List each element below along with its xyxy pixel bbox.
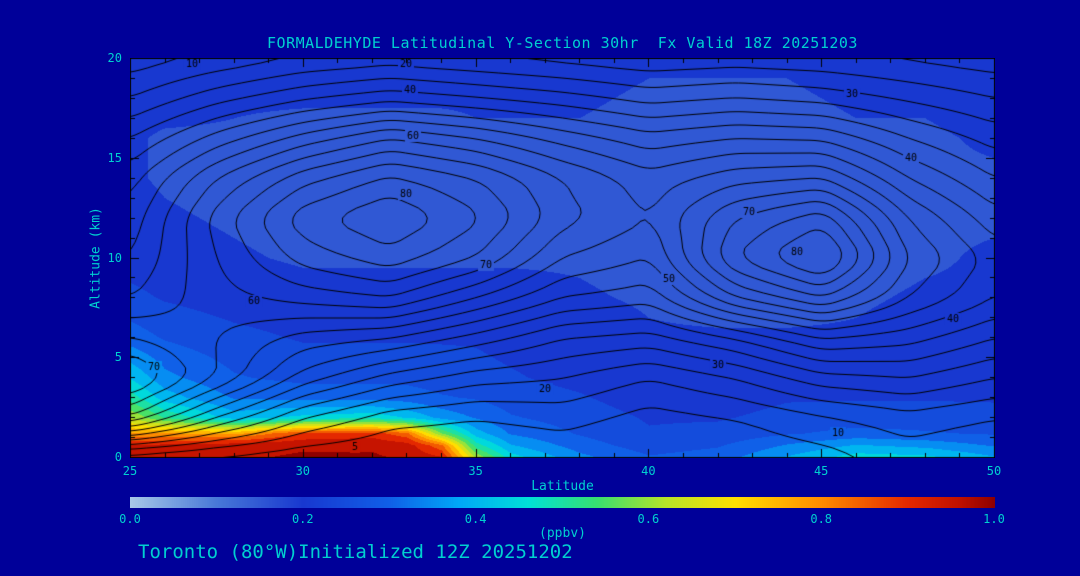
x-tick-label: 25	[122, 464, 138, 478]
colorbar-tick-label: 0.6	[637, 512, 660, 526]
colorbar-tick-label: 0.8	[810, 512, 833, 526]
colorbar-tick-label: 0.2	[291, 512, 314, 526]
colorbar-tick-label: 1.0	[983, 512, 1005, 526]
x-tick-label: 30	[295, 464, 311, 478]
colorbar-tick-label: 0.0	[119, 512, 141, 526]
caption: Toronto (80°W)Initialized 12Z 20251202	[138, 541, 573, 563]
x-tick-label: 35	[468, 464, 483, 478]
x-axis-title: Latitude	[531, 479, 594, 494]
colorbar	[130, 497, 995, 508]
x-tick-label: 45	[813, 464, 829, 478]
y-tick-label: 0	[114, 450, 122, 464]
colorbar-units-label: (ppbv)	[539, 526, 586, 541]
y-tick-label: 10	[107, 250, 122, 265]
x-tick-label: 50	[986, 464, 1002, 478]
x-tick-label: 40	[641, 464, 656, 478]
colorbar-tick-label: 0.4	[464, 512, 487, 526]
y-tick-label: 5	[114, 350, 122, 365]
plot-canvas	[130, 58, 995, 458]
y-tick-label: 20	[107, 51, 122, 65]
y-tick-label: 15	[107, 150, 122, 165]
chart-title: FORMALDEHYDE Latitudinal Y-Section 30hr …	[267, 34, 858, 52]
